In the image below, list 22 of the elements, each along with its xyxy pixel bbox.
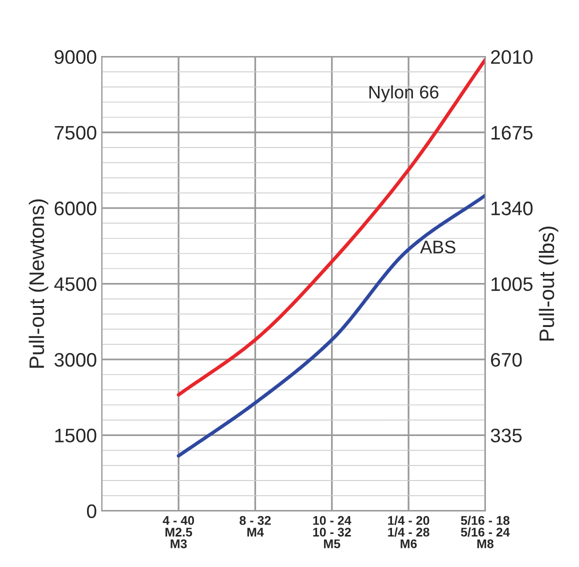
y2-tick-label: 335 bbox=[490, 428, 522, 442]
x-tick-label: 5/16 - 18 5/16 - 24 M8 bbox=[460, 516, 510, 548]
y2-tick-label: 670 bbox=[491, 352, 522, 367]
y-tick-label: 7500 bbox=[54, 126, 96, 140]
x-tick-label: 1/4 - 20 1/4 - 28 M6 bbox=[388, 516, 430, 548]
y-tick-label: 0 bbox=[86, 504, 96, 518]
x-tick-label: 10 - 24 10 - 32 M5 bbox=[313, 516, 352, 548]
y-tick-label: 1500 bbox=[55, 428, 96, 442]
y2-axis-title: Pull-out (lbs) bbox=[538, 226, 558, 341]
y-axis-title: Pull-out (Newtons) bbox=[28, 199, 48, 368]
y2-tick-label: 1340 bbox=[492, 202, 533, 216]
y2-tick-label: 1005 bbox=[492, 277, 533, 292]
y2-tick-label: 2010 bbox=[491, 50, 533, 64]
series-label: ABS bbox=[420, 240, 456, 254]
x-tick-label: 8 - 32 M4 bbox=[240, 516, 271, 536]
series-label: Nylon 66 bbox=[369, 85, 438, 102]
y-tick-label: 4500 bbox=[54, 277, 96, 292]
y2-tick-label: 1675 bbox=[492, 126, 533, 140]
y-tick-label: 3000 bbox=[54, 352, 96, 367]
y-tick-label: 9000 bbox=[54, 50, 96, 64]
x-tick-label: 4 - 40 M2.5 M3 bbox=[162, 516, 194, 548]
y-tick-label: 6000 bbox=[54, 202, 96, 216]
